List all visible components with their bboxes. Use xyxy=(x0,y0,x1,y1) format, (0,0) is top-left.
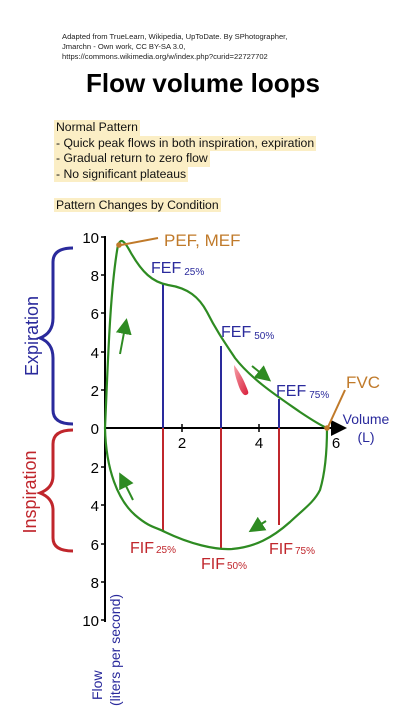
pef-pointer xyxy=(120,237,159,246)
normal-pattern-notes: Normal Pattern - Quick peak flows in bot… xyxy=(54,120,317,182)
y-axis-label: Flow xyxy=(89,670,105,700)
y-tick-label: 10 xyxy=(82,613,99,630)
y-tick-label: 8 xyxy=(91,575,99,592)
notes-item: - No significant plateaus xyxy=(54,166,189,182)
credit-line: Jmarchn - Own work, CC BY-SA 3.0, xyxy=(62,42,186,51)
y-tick-label: 10 xyxy=(82,230,99,247)
down-right-arrow-icon xyxy=(251,365,272,382)
x-tick-label: 4 xyxy=(255,435,263,452)
y-tick-label: 8 xyxy=(91,268,99,285)
x-axis-unit: (L) xyxy=(357,429,374,445)
notes-item: - Gradual return to zero flow xyxy=(54,151,210,167)
y-axis-unit: (liters per second) xyxy=(107,594,123,706)
highlight-smear xyxy=(234,365,249,396)
inspiration-brace xyxy=(35,428,74,553)
expiration-curve xyxy=(103,239,328,430)
fif-50-label: FIF 50% xyxy=(201,556,247,573)
x-tick-label: 2 xyxy=(178,435,186,452)
fef-50-label: FEF 50% xyxy=(221,324,274,342)
x-axis-label: Volume xyxy=(343,411,390,427)
page-title: Flow volume loops xyxy=(85,68,320,98)
y-tick-label: 2 xyxy=(91,383,99,400)
notes-heading: Normal Pattern xyxy=(54,120,140,136)
inspiration-label: Inspiration xyxy=(20,450,40,533)
y-tick-label: 2 xyxy=(91,460,99,477)
fvc-pointer xyxy=(327,389,346,428)
notes-item: - Quick peak flows in both inspiration, … xyxy=(54,135,317,151)
pef-point xyxy=(116,242,122,248)
y-tick-label: 6 xyxy=(91,537,99,554)
conditions-subheading: Pattern Changes by Condition xyxy=(54,198,221,212)
y-tick-label: 4 xyxy=(91,345,99,362)
inspiration-curve xyxy=(103,427,329,551)
fef-25-label: FEF 25% xyxy=(151,260,204,278)
attribution-credit: Adapted from TrueLearn, Wikipedia, UpToD… xyxy=(62,32,352,62)
y-tick-label: 4 xyxy=(91,498,99,515)
y-tick-label: 0 xyxy=(91,421,99,438)
fef-75-label: FEF 75% xyxy=(276,383,329,401)
x-tick-label: 6 xyxy=(332,435,340,452)
expiration-label: Expiration xyxy=(22,296,42,376)
x-tick-marks xyxy=(181,424,337,432)
credit-line: https://commons.wikimedia.org/w/index.ph… xyxy=(62,52,268,61)
fif-25-label: FIF 25% xyxy=(130,540,176,557)
left-arrow-icon xyxy=(248,516,267,533)
y-tick-label: 6 xyxy=(91,306,99,323)
fif-75-label: FIF 75% xyxy=(269,541,315,558)
fvc-label: FVC xyxy=(346,373,380,392)
credit-line: Adapted from TrueLearn, Wikipedia, UpToD… xyxy=(62,32,288,41)
expiration-brace xyxy=(35,246,74,426)
up-arrow-icon xyxy=(115,318,132,355)
y-tick-marks xyxy=(101,236,105,621)
pef-mef-label: PEF, MEF xyxy=(164,231,241,250)
up-left-arrow-icon xyxy=(119,472,134,501)
